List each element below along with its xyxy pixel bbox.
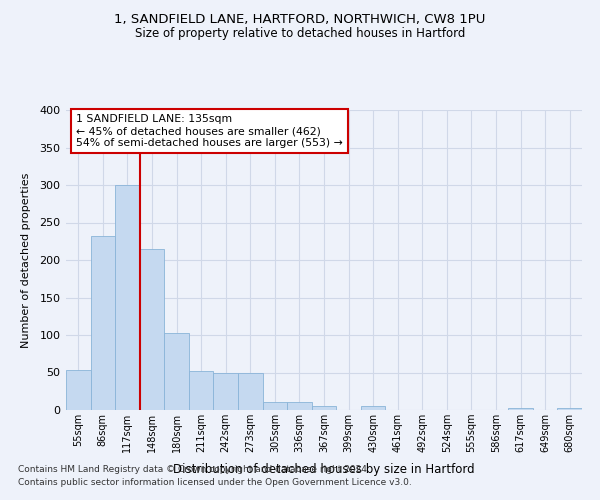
- Y-axis label: Number of detached properties: Number of detached properties: [21, 172, 31, 348]
- Bar: [361, 406, 385, 410]
- Bar: [508, 408, 533, 410]
- Bar: [238, 373, 263, 410]
- Bar: [287, 402, 312, 410]
- Text: Contains public sector information licensed under the Open Government Licence v3: Contains public sector information licen…: [18, 478, 412, 487]
- Text: Contains HM Land Registry data © Crown copyright and database right 2024.: Contains HM Land Registry data © Crown c…: [18, 466, 370, 474]
- Text: 1 SANDFIELD LANE: 135sqm
← 45% of detached houses are smaller (462)
54% of semi-: 1 SANDFIELD LANE: 135sqm ← 45% of detach…: [76, 114, 343, 148]
- Bar: [557, 408, 582, 410]
- Bar: [115, 185, 140, 410]
- Bar: [164, 333, 189, 410]
- X-axis label: Distribution of detached houses by size in Hartford: Distribution of detached houses by size …: [173, 464, 475, 476]
- Bar: [263, 402, 287, 410]
- Bar: [91, 236, 115, 410]
- Text: 1, SANDFIELD LANE, HARTFORD, NORTHWICH, CW8 1PU: 1, SANDFIELD LANE, HARTFORD, NORTHWICH, …: [115, 12, 485, 26]
- Text: Size of property relative to detached houses in Hartford: Size of property relative to detached ho…: [135, 28, 465, 40]
- Bar: [189, 371, 214, 410]
- Bar: [140, 248, 164, 410]
- Bar: [66, 370, 91, 410]
- Bar: [312, 406, 336, 410]
- Bar: [214, 372, 238, 410]
